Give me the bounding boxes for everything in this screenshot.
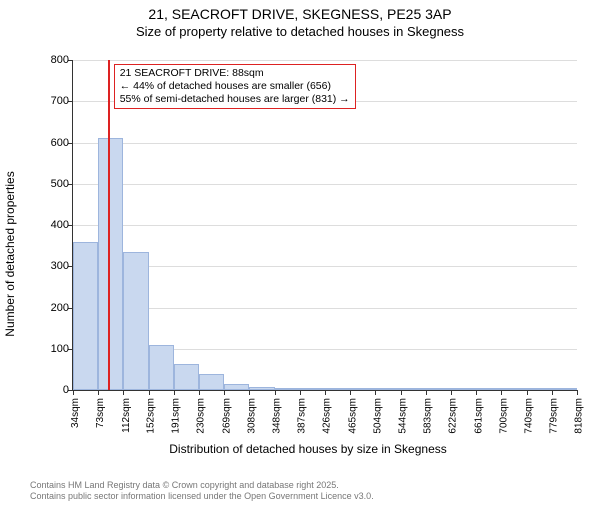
x-tick-mark bbox=[325, 390, 326, 395]
x-tick-label: 504sqm bbox=[372, 398, 383, 434]
x-tick-label: 152sqm bbox=[146, 398, 157, 434]
x-tick-mark bbox=[199, 390, 200, 395]
x-tick-label: 387sqm bbox=[297, 398, 308, 434]
x-tick-mark bbox=[401, 390, 402, 395]
histogram-bar bbox=[199, 374, 224, 390]
histogram-bar bbox=[451, 388, 476, 390]
histogram-bar bbox=[501, 388, 527, 390]
chart-title: 21, SEACROFT DRIVE, SKEGNESS, PE25 3AP bbox=[0, 6, 600, 22]
histogram-bar bbox=[350, 388, 375, 390]
gridline bbox=[73, 225, 577, 226]
y-tick-label: 300 bbox=[39, 260, 69, 272]
x-tick-label: 112sqm bbox=[120, 398, 131, 433]
x-tick-mark bbox=[350, 390, 351, 395]
annotation-line: 55% of semi-detached houses are larger (… bbox=[120, 93, 350, 106]
x-tick-label: 269sqm bbox=[221, 398, 232, 434]
histogram-bar bbox=[174, 364, 199, 390]
annotation-line: ← 44% of detached houses are smaller (65… bbox=[120, 80, 350, 93]
reference-line bbox=[108, 60, 110, 390]
x-tick-mark bbox=[552, 390, 553, 395]
histogram-bar bbox=[375, 388, 401, 390]
y-tick-label: 400 bbox=[39, 219, 69, 231]
y-tick-label: 0 bbox=[39, 384, 69, 396]
x-tick-label: 73sqm bbox=[95, 398, 106, 428]
histogram-bar bbox=[476, 388, 501, 390]
x-tick-mark bbox=[527, 390, 528, 395]
histogram-bar bbox=[98, 138, 123, 390]
x-tick-label: 583sqm bbox=[423, 398, 434, 434]
histogram-bar bbox=[149, 345, 174, 390]
histogram-bar bbox=[123, 252, 149, 390]
x-tick-mark bbox=[275, 390, 276, 395]
histogram-bar bbox=[300, 388, 325, 390]
histogram-bar bbox=[275, 388, 300, 390]
histogram-bar bbox=[527, 388, 552, 390]
x-tick-mark bbox=[174, 390, 175, 395]
x-tick-mark bbox=[73, 390, 74, 395]
y-tick-label: 200 bbox=[39, 302, 69, 314]
x-tick-mark bbox=[300, 390, 301, 395]
y-axis-label: Number of detached properties bbox=[3, 171, 17, 336]
y-tick-label: 500 bbox=[39, 178, 69, 190]
gridline bbox=[73, 184, 577, 185]
x-tick-label: 348sqm bbox=[272, 398, 283, 434]
histogram-bar bbox=[73, 242, 98, 390]
x-tick-label: 34sqm bbox=[70, 398, 81, 428]
x-tick-label: 661sqm bbox=[473, 398, 484, 434]
y-tick-label: 700 bbox=[39, 95, 69, 107]
x-tick-label: 230sqm bbox=[196, 398, 207, 434]
x-tick-mark bbox=[375, 390, 376, 395]
x-tick-mark bbox=[224, 390, 225, 395]
x-tick-label: 818sqm bbox=[574, 398, 585, 434]
x-tick-mark bbox=[249, 390, 250, 395]
histogram-bar bbox=[426, 388, 451, 390]
histogram-bar bbox=[552, 388, 577, 390]
annotation-box: 21 SEACROFT DRIVE: 88sqm← 44% of detache… bbox=[114, 64, 356, 109]
x-tick-mark bbox=[451, 390, 452, 395]
chart-container: Number of detached properties 0100200300… bbox=[28, 54, 588, 454]
y-tick-label: 800 bbox=[39, 54, 69, 66]
x-tick-label: 308sqm bbox=[246, 398, 257, 434]
x-tick-mark bbox=[577, 390, 578, 395]
x-tick-label: 465sqm bbox=[347, 398, 358, 434]
footer-attribution: Contains HM Land Registry data © Crown c… bbox=[30, 480, 374, 502]
histogram-bar bbox=[249, 387, 275, 390]
histogram-bar bbox=[325, 388, 350, 390]
histogram-bar bbox=[224, 384, 249, 390]
plot-area: 010020030040050060070080034sqm73sqm112sq… bbox=[72, 60, 577, 391]
histogram-bar bbox=[401, 388, 426, 390]
x-tick-mark bbox=[98, 390, 99, 395]
x-tick-mark bbox=[149, 390, 150, 395]
x-tick-label: 700sqm bbox=[498, 398, 509, 434]
x-tick-label: 544sqm bbox=[398, 398, 409, 434]
x-tick-mark bbox=[501, 390, 502, 395]
y-tick-label: 100 bbox=[39, 343, 69, 355]
footer-line-2: Contains public sector information licen… bbox=[30, 491, 374, 502]
gridline bbox=[73, 60, 577, 61]
x-tick-label: 740sqm bbox=[524, 398, 535, 434]
x-tick-label: 426sqm bbox=[322, 398, 333, 434]
gridline bbox=[73, 143, 577, 144]
footer-line-1: Contains HM Land Registry data © Crown c… bbox=[30, 480, 374, 491]
x-tick-mark bbox=[426, 390, 427, 395]
annotation-line: 21 SEACROFT DRIVE: 88sqm bbox=[120, 67, 350, 80]
y-tick-label: 600 bbox=[39, 137, 69, 149]
x-tick-label: 622sqm bbox=[448, 398, 459, 434]
x-tick-label: 779sqm bbox=[549, 398, 560, 434]
x-tick-label: 191sqm bbox=[171, 398, 182, 434]
x-tick-mark bbox=[123, 390, 124, 395]
chart-subtitle: Size of property relative to detached ho… bbox=[0, 24, 600, 39]
x-tick-mark bbox=[476, 390, 477, 395]
x-axis-label: Distribution of detached houses by size … bbox=[169, 442, 447, 456]
